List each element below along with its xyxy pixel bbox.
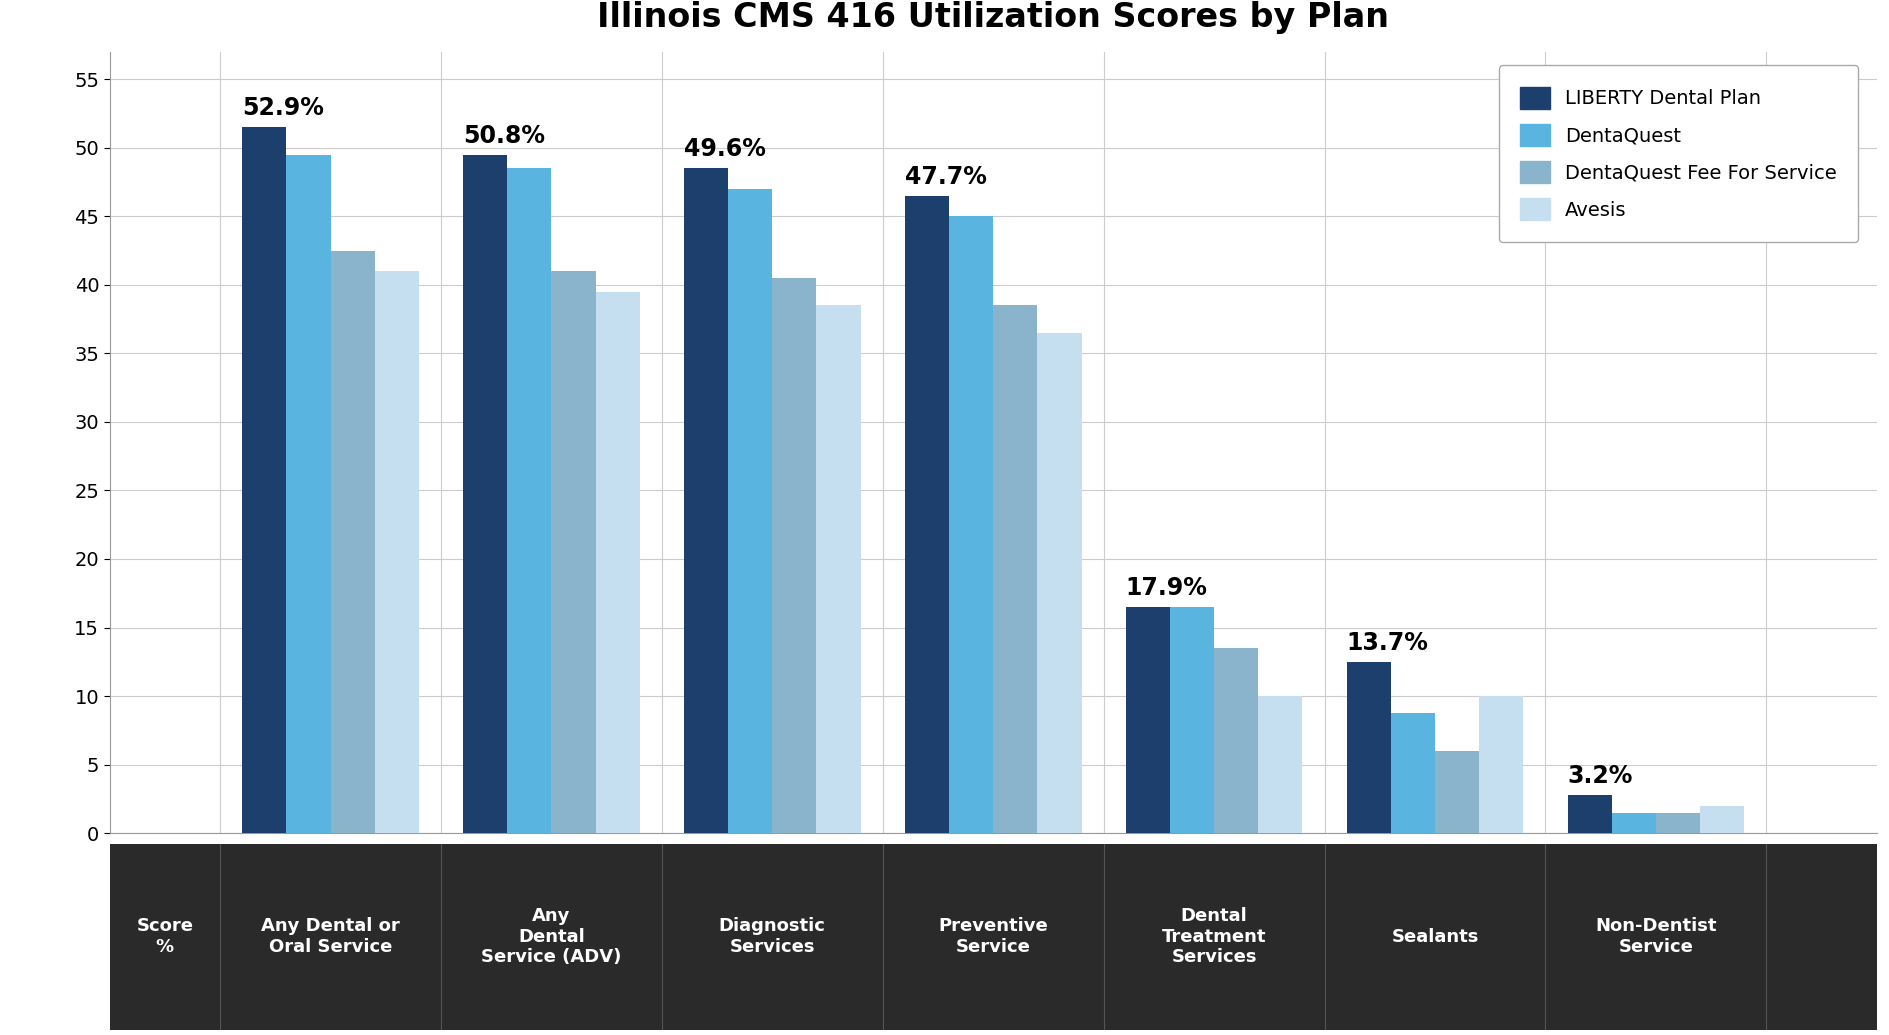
Bar xyxy=(905,196,948,833)
Bar xyxy=(1345,661,1390,833)
Bar xyxy=(1258,697,1302,833)
Bar xyxy=(242,127,287,833)
Bar xyxy=(1479,697,1523,833)
Bar xyxy=(816,305,859,833)
Text: Non-Dentist
Service: Non-Dentist Service xyxy=(1594,917,1715,956)
Bar xyxy=(994,305,1037,833)
Text: Preventive
Service: Preventive Service xyxy=(937,917,1048,956)
Bar xyxy=(1655,812,1700,833)
Bar xyxy=(463,154,506,833)
Bar xyxy=(1434,751,1479,833)
Bar xyxy=(1611,812,1655,833)
Bar xyxy=(948,216,994,833)
Bar xyxy=(1126,607,1169,833)
Bar xyxy=(1037,333,1081,833)
Bar xyxy=(1213,648,1258,833)
Text: Any
Dental
Service (ADV): Any Dental Service (ADV) xyxy=(482,907,621,967)
Title: Illinois CMS 416 Utilization Scores by Plan: Illinois CMS 416 Utilization Scores by P… xyxy=(597,1,1388,34)
Text: 52.9%: 52.9% xyxy=(242,96,323,120)
Bar xyxy=(1566,795,1611,833)
Text: Dental
Treatment
Services: Dental Treatment Services xyxy=(1162,907,1266,967)
Text: Sealants: Sealants xyxy=(1390,927,1477,946)
Text: 3.2%: 3.2% xyxy=(1566,764,1632,788)
Bar xyxy=(773,278,816,833)
Text: 17.9%: 17.9% xyxy=(1126,576,1207,600)
Text: Any Dental or
Oral Service: Any Dental or Oral Service xyxy=(261,917,400,956)
Bar xyxy=(552,271,595,833)
Text: Score
%: Score % xyxy=(136,917,193,956)
Bar xyxy=(1700,806,1744,833)
Bar xyxy=(595,292,638,833)
Text: 13.7%: 13.7% xyxy=(1345,631,1428,655)
Bar xyxy=(727,188,773,833)
Bar xyxy=(374,271,419,833)
Legend: LIBERTY Dental Plan, DentaQuest, DentaQuest Fee For Service, Avesis: LIBERTY Dental Plan, DentaQuest, DentaQu… xyxy=(1498,65,1857,242)
Bar xyxy=(331,250,374,833)
Bar xyxy=(1169,607,1213,833)
Text: Diagnostic
Services: Diagnostic Services xyxy=(718,917,825,956)
Bar xyxy=(506,169,552,833)
Bar xyxy=(684,169,727,833)
Text: 50.8%: 50.8% xyxy=(463,124,544,148)
Bar xyxy=(287,154,331,833)
Bar xyxy=(1390,712,1434,833)
Text: 49.6%: 49.6% xyxy=(684,138,765,161)
Text: 47.7%: 47.7% xyxy=(905,165,986,188)
